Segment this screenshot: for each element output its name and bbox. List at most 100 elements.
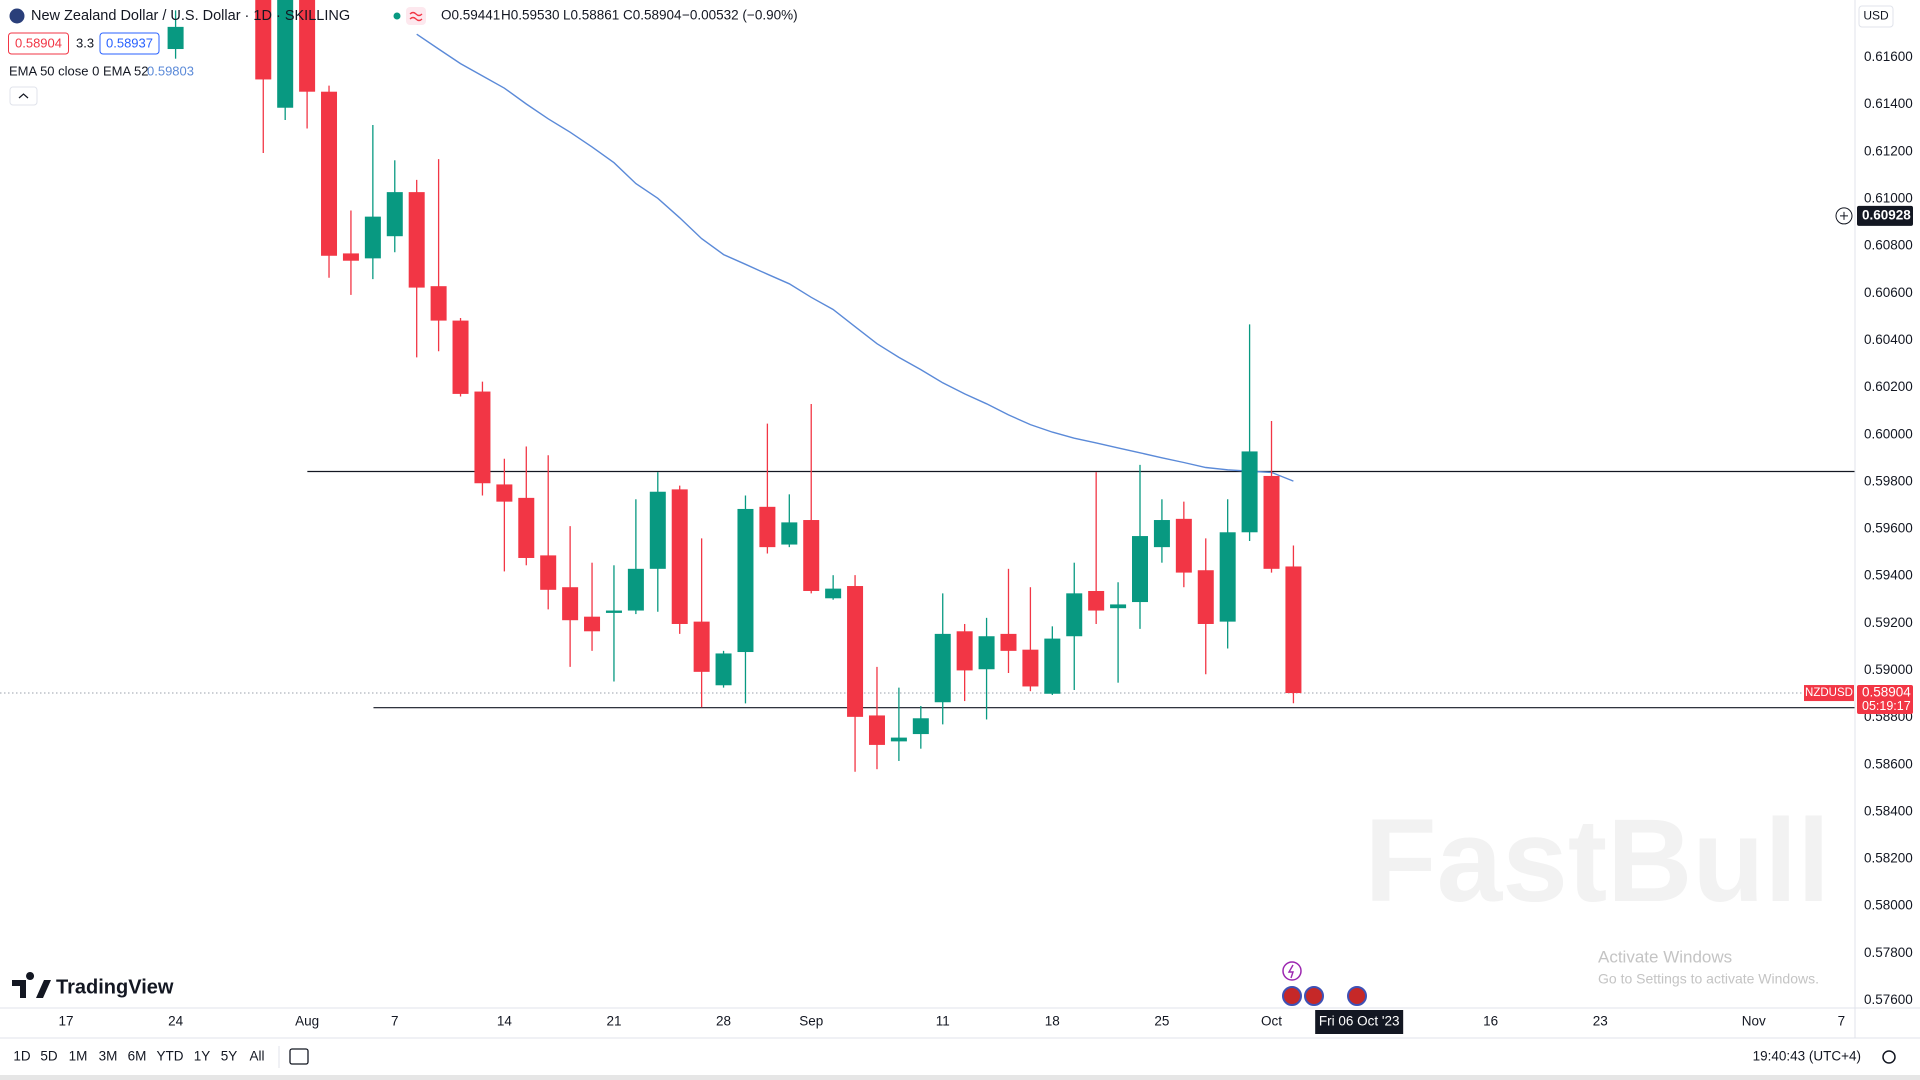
x-tick-label: Sep (799, 1014, 823, 1029)
candle-body (1285, 566, 1302, 694)
candle-body (1022, 649, 1039, 687)
ohlc-open: O0.59441 (441, 8, 500, 23)
settings-icon[interactable] (1882, 1050, 1896, 1064)
candle-body (890, 737, 907, 742)
windows-subtitle: Go to Settings to activate Windows. (1598, 971, 1819, 987)
candle-body (825, 588, 842, 599)
calendar-icon[interactable] (289, 1048, 309, 1065)
y-tick-label: 0.60800 (1864, 238, 1913, 253)
event-glyph (1287, 964, 1294, 979)
x-tick-label: 23 (1593, 1014, 1608, 1029)
x-tick-label: 21 (606, 1014, 621, 1029)
ohlc-low: L0.58861 (563, 8, 619, 23)
x-tick-label: 17 (58, 1014, 73, 1029)
crosshair-date: Fri 06 Oct '23 (1319, 1014, 1400, 1029)
collapse-button[interactable] (9, 86, 38, 106)
symbol-tag-box (1804, 685, 1854, 702)
candle-body (277, 0, 294, 108)
ema-legend: EMA 50 close 0 EMA 52 (9, 63, 148, 78)
candle-body (342, 253, 359, 261)
brand-name: TradingView (56, 976, 174, 998)
y-tick-label: 0.61400 (1864, 96, 1913, 111)
candle-body (474, 391, 491, 484)
currency-box[interactable] (1858, 5, 1894, 28)
x-tick-label: Nov (1742, 1014, 1766, 1029)
y-tick-label: 0.60400 (1864, 332, 1913, 347)
brand-logo (12, 972, 51, 998)
candle-body (803, 520, 820, 591)
event-flag[interactable] (1347, 986, 1367, 1006)
candle-body (1132, 536, 1148, 603)
candle-body (255, 0, 272, 80)
x-tick-label: Aug (295, 1014, 319, 1029)
status-badge[interactable] (406, 7, 426, 25)
range-button[interactable]: 1Y (194, 1049, 211, 1064)
candle-body (1175, 518, 1192, 573)
ohlc-change: −0.00532 (−0.90%) (682, 8, 798, 23)
crosshair-price-box (1857, 205, 1913, 226)
candle-body (1219, 532, 1236, 622)
event-icon[interactable] (1282, 961, 1302, 981)
candle-body (649, 491, 666, 569)
y-tick-label: 0.58400 (1864, 803, 1913, 818)
y-tick-label: 0.61000 (1864, 191, 1913, 206)
clock: 19:40:43 (UTC+4) (1753, 1049, 1861, 1064)
price-tag: 0.58904 (1862, 685, 1911, 700)
candle-body (912, 718, 929, 735)
y-tick-label: 0.57600 (1864, 992, 1913, 1007)
x-tick-label: 24 (168, 1014, 184, 1029)
bid-price: 0.58904 (15, 35, 62, 50)
candle-body (584, 616, 601, 632)
y-tick-label: 0.60200 (1864, 379, 1913, 394)
ema-value: 0.59803 (147, 63, 194, 78)
crosshair-date-box (1315, 1010, 1404, 1034)
range-button[interactable]: YTD (157, 1049, 184, 1064)
candle-body (1241, 451, 1258, 533)
countdown: 05:19:17 (1862, 699, 1911, 713)
ask-box[interactable] (99, 32, 160, 55)
range-button[interactable]: 5Y (221, 1049, 238, 1064)
candle-body (540, 555, 557, 590)
range-button[interactable]: 3M (99, 1049, 118, 1064)
candle-body (1066, 593, 1083, 637)
candle-body (408, 192, 425, 288)
y-tick-label: 0.58200 (1864, 851, 1913, 866)
candle-body (1000, 633, 1017, 651)
x-tick-label: Oct (1261, 1014, 1282, 1029)
windows-title: Activate Windows (1598, 947, 1732, 966)
range-button[interactable]: 5D (40, 1049, 58, 1064)
symbol-title: New Zealand Dollar / U.S. Dollar · 1D · … (31, 8, 350, 24)
candle-body (518, 497, 535, 558)
candle-body (299, 0, 316, 92)
candle-body (562, 587, 579, 621)
range-button[interactable]: All (249, 1049, 264, 1064)
event-flag[interactable] (1304, 986, 1324, 1006)
candle-body (496, 484, 513, 502)
x-tick-label: 7 (391, 1014, 399, 1029)
event-flag[interactable] (1282, 986, 1302, 1006)
ohlc-close: C0.58904 (623, 8, 682, 23)
collapse-icon (18, 93, 29, 99)
bid-box[interactable] (8, 32, 69, 55)
candle-body (781, 522, 798, 545)
symbol-tag: NZDUSD (1805, 687, 1853, 699)
candle-body (693, 621, 710, 672)
y-tick-label: 0.60000 (1864, 426, 1913, 441)
range-button[interactable]: 1M (69, 1049, 88, 1064)
symbol-icon (9, 8, 25, 24)
y-tick-label: 0.59200 (1864, 615, 1913, 630)
candle-body (978, 636, 995, 670)
y-tick-label: 0.59000 (1864, 662, 1913, 677)
range-button[interactable]: 6M (128, 1049, 147, 1064)
x-tick-label: 25 (1154, 1014, 1169, 1029)
spread: 3.3 (76, 35, 94, 50)
range-button[interactable]: 1D (13, 1049, 31, 1064)
candle-body (1088, 590, 1105, 611)
watermark: FastBull (1365, 795, 1831, 927)
plot-area (0, 0, 1855, 772)
candle-body (605, 610, 622, 613)
y-tick-label: 0.60600 (1864, 285, 1913, 300)
